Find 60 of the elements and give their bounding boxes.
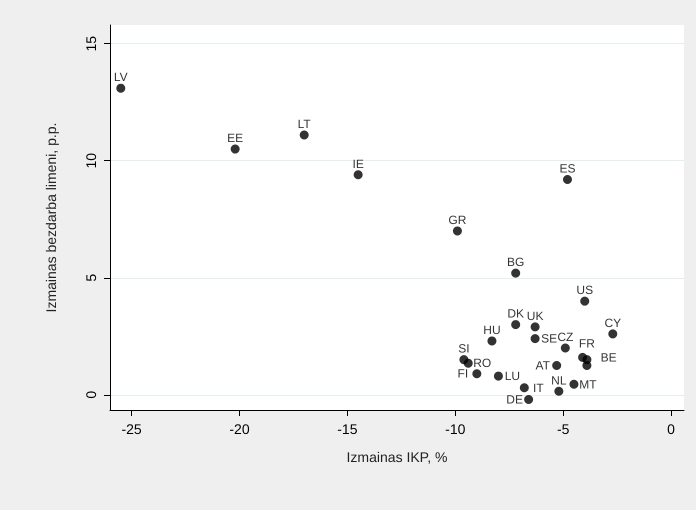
data-label: BE xyxy=(600,350,617,364)
point xyxy=(554,386,564,396)
x-tick-label: 0 xyxy=(667,421,676,437)
point xyxy=(580,296,590,306)
data-label: DK xyxy=(507,306,524,321)
data-label: CZ xyxy=(557,330,574,344)
point xyxy=(230,144,240,154)
data-label: SI xyxy=(458,342,470,356)
point xyxy=(552,361,562,370)
point xyxy=(520,383,529,392)
y-tick-label: 15 xyxy=(83,36,99,52)
x-tick-label: -10 xyxy=(445,421,466,437)
data-label: FI xyxy=(458,366,468,381)
data-label: CY xyxy=(604,316,622,330)
data-label: RO xyxy=(473,356,492,370)
point xyxy=(494,372,503,381)
point xyxy=(464,358,473,368)
x-tick-label: -20 xyxy=(229,421,250,437)
data-label: IE xyxy=(352,156,364,171)
point xyxy=(116,84,126,93)
data-label: LT xyxy=(298,117,312,131)
point xyxy=(354,170,363,180)
data-label: LU xyxy=(504,369,520,384)
y-tick-label: 10 xyxy=(83,152,99,169)
point xyxy=(511,268,520,278)
point xyxy=(608,329,618,338)
point xyxy=(300,130,309,140)
y-tick-label: 0 xyxy=(83,390,99,399)
x-tick-label: -5 xyxy=(556,421,570,437)
data-label: MT xyxy=(579,377,598,392)
data-label: GR xyxy=(448,212,467,227)
x-tick-label: -25 xyxy=(121,421,142,437)
point xyxy=(452,226,462,236)
data-label: AT xyxy=(535,358,551,373)
x-tick-label: -15 xyxy=(337,421,358,437)
point xyxy=(524,394,534,404)
data-label: UK xyxy=(526,308,544,323)
point xyxy=(569,380,578,389)
data-label: DE xyxy=(506,392,523,406)
data-label: ES xyxy=(559,161,576,176)
point xyxy=(530,322,540,332)
point xyxy=(487,336,496,346)
data-label: LV xyxy=(114,70,128,84)
data-label: BG xyxy=(507,255,524,270)
point xyxy=(582,361,592,370)
data-label: SE xyxy=(541,332,558,346)
y-axis-title: Izmainas bezdarba limeni, p.p. xyxy=(43,122,59,312)
data-label: US xyxy=(576,283,594,298)
point xyxy=(511,320,520,330)
data-label: EE xyxy=(227,131,244,146)
data-label: NL xyxy=(551,373,567,388)
point xyxy=(472,369,482,378)
point xyxy=(560,343,570,352)
point xyxy=(530,334,540,344)
x-axis-title: Izmainas IKP, % xyxy=(346,449,448,465)
point xyxy=(562,174,572,184)
data-label: HU xyxy=(483,322,501,337)
data-label: IT xyxy=(532,380,544,395)
y-tick-label: 5 xyxy=(83,274,99,282)
data-label: FR xyxy=(578,336,596,351)
